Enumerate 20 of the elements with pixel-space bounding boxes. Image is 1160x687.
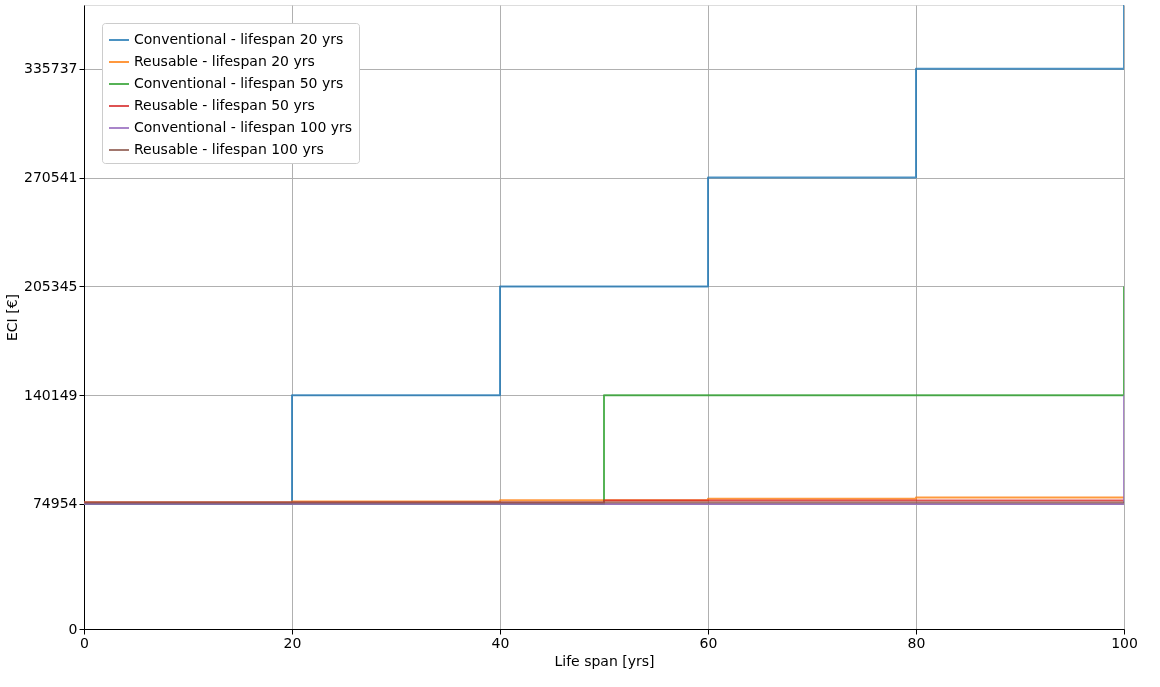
legend-label: Conventional - lifespan 50 yrs (134, 75, 344, 91)
legend-label: Reusable - lifespan 50 yrs (134, 97, 315, 113)
y-tick-label: 335737 (24, 60, 78, 77)
x-tick-label: 80 (907, 634, 926, 651)
y-tick-label: 0 (68, 620, 78, 637)
legend-label: Reusable - lifespan 20 yrs (134, 53, 315, 69)
x-tick-label: 0 (80, 634, 89, 651)
y-axis-title: ECI [€] (4, 293, 21, 342)
legend-label: Conventional - lifespan 100 yrs (134, 119, 353, 135)
legend-label: Reusable - lifespan 100 yrs (134, 141, 324, 157)
x-tick-label: 100 (1111, 634, 1138, 651)
x-axis-title: Life span [yrs] (554, 652, 655, 669)
x-tick-label: 60 (699, 634, 718, 651)
legend-label: Conventional - lifespan 20 yrs (134, 31, 344, 47)
y-tick-label: 74954 (32, 495, 78, 512)
y-tick-label: 270541 (24, 169, 78, 186)
y-tick-label: 205345 (24, 277, 78, 294)
y-tick-label: 140149 (24, 386, 78, 403)
x-tick-label: 40 (491, 634, 510, 651)
x-tick-label: 20 (283, 634, 302, 651)
